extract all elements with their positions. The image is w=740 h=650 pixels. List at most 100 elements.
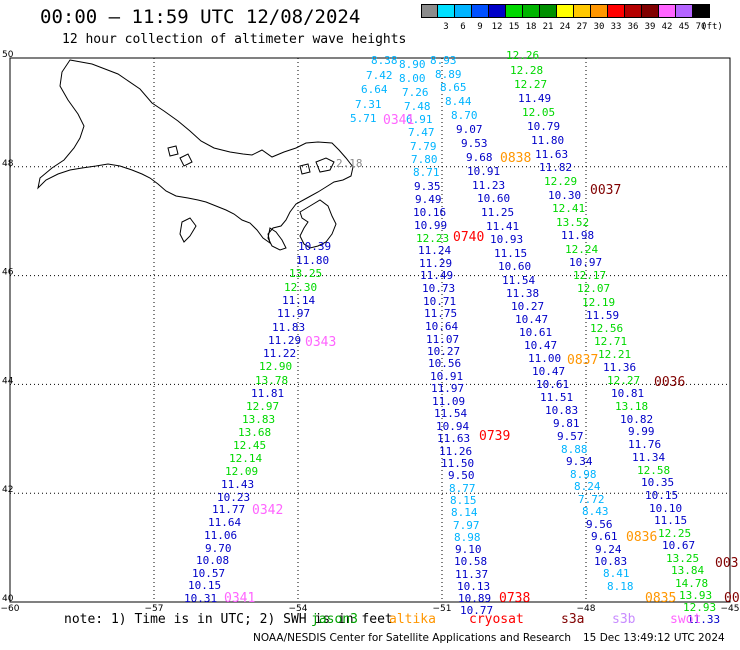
wave-height-value: 11.64: [208, 516, 241, 529]
colorbar-tick-label: 27: [576, 22, 588, 32]
wave-height-value: 5.71: [350, 112, 377, 125]
wave-height-value: 12.90: [259, 360, 292, 373]
wave-height-value: 12.30: [284, 281, 317, 294]
wave-height-value: 11.98: [561, 229, 594, 242]
pass-time-label: 0838: [500, 151, 531, 166]
wave-height-value: 9.10: [455, 543, 482, 556]
wave-height-value: 10.93: [490, 233, 523, 246]
wave-height-value: 10.27: [511, 300, 544, 313]
land-station-label: 2.18: [336, 157, 363, 170]
colorbar-swatch: [489, 4, 506, 18]
wave-height-value: 8.38: [371, 54, 398, 67]
colorbar-swatch: [574, 4, 591, 18]
colorbar: 3 6 9 12 15 18 21 24 27 30 33 36 39 42 45 70 (ft): [421, 4, 723, 32]
wave-height-value: 10.16: [413, 206, 446, 219]
wave-height-value: 11.33: [687, 613, 720, 626]
wave-height-value: 8.93: [430, 54, 457, 67]
wave-height-value: 10.67: [662, 539, 695, 552]
wave-height-value: 10.56: [428, 357, 461, 370]
wave-height-value: 11.81: [251, 387, 284, 400]
wave-height-value: 6.91: [406, 113, 433, 126]
colorbar-swatch: [421, 4, 438, 18]
wave-height-value: 11.24: [418, 244, 451, 257]
wave-height-value: 13.25: [289, 267, 322, 280]
wave-height-value: 9.34: [566, 455, 593, 468]
wave-height-value: 12.24: [565, 243, 598, 256]
wave-height-value: 8.15: [450, 494, 477, 507]
colorbar-tick-label: 21: [542, 22, 554, 32]
wave-height-value: 10.83: [545, 404, 578, 417]
colorbar-tick-label: 39: [644, 22, 656, 32]
wave-height-value: 13.83: [242, 413, 275, 426]
wave-height-value: 11.80: [296, 254, 329, 267]
wave-height-value: 10.61: [519, 326, 552, 339]
wave-height-value: 11.97: [431, 382, 464, 395]
wave-height-value: 13.18: [615, 400, 648, 413]
wave-height-value: 12.09: [225, 465, 258, 478]
wave-height-value: 10.83: [594, 555, 627, 568]
wave-height-value: 8.98: [570, 468, 597, 481]
burin-peninsula: [267, 227, 287, 251]
wave-height-value: 11.63: [437, 432, 470, 445]
colorbar-swatch: [455, 4, 472, 18]
wave-height-value: 12.97: [246, 400, 279, 413]
wave-height-value: 10.47: [524, 339, 557, 352]
colorbar-tick-label: 9: [477, 22, 483, 32]
colorbar-tick-label: 15: [508, 22, 520, 32]
colorbar-swatch: [693, 4, 710, 18]
wave-height-value: 10.47: [515, 313, 548, 326]
wave-height-value: 9.35: [414, 180, 441, 193]
pass-time-label: 0342: [252, 503, 283, 518]
colorbar-swatch: [676, 4, 693, 18]
legend-s3a: s3a: [561, 612, 585, 627]
wave-height-value: 11.51: [540, 391, 573, 404]
lon-tick-label: −51: [433, 604, 452, 614]
colorbar-tick-label: 36: [627, 22, 639, 32]
wave-height-value: 7.31: [355, 98, 382, 111]
colorbar-swatch: [591, 4, 608, 18]
wave-height-value: 8.43: [582, 505, 609, 518]
wave-height-value: 10.97: [569, 256, 602, 269]
wave-height-value: 10.27: [427, 345, 460, 358]
wave-height-value: 10.99: [414, 219, 447, 232]
wave-height-value: 11.77: [212, 503, 245, 516]
southwest-inlets: [179, 217, 197, 243]
colorbar-tick-label: 42: [661, 22, 673, 32]
wave-height-value: 12.41: [552, 202, 585, 215]
wave-height-value: 10.64: [425, 320, 458, 333]
lat-tick-label: 42: [2, 485, 13, 495]
altimeter-tracks: 8.38 7.426.64 7.315.71 8.908.007.267.486.91…: [184, 49, 720, 626]
legend-swot: swot: [670, 612, 702, 627]
wave-height-value: 7.97: [453, 519, 480, 532]
newfoundland-main-outline: [37, 59, 354, 245]
wave-height-value: 10.58: [454, 555, 487, 568]
wave-height-value: 12.93: [683, 601, 716, 614]
chart-subtitle: 12 hour collection of altimeter wave hei…: [62, 32, 407, 47]
wave-height-value: 13.93: [679, 589, 712, 602]
wave-height-value: 9.68: [466, 151, 493, 164]
wave-height-value: 11.49: [420, 269, 453, 282]
wave-height-value: 10.30: [548, 189, 581, 202]
colorbar-swatch: [472, 4, 489, 18]
wave-height-value: 6.64: [361, 83, 388, 96]
wave-height-value: 9.56: [586, 518, 613, 531]
satellite-track: 10.3911.8013.2512.3011.1411.9711.8311.29…: [184, 240, 331, 605]
colorbar-tick-label: 33: [610, 22, 622, 32]
wave-height-value: 9.61: [591, 530, 618, 543]
satellite-track: 8.908.007.267.486.917.477.797.808.719.35…: [399, 58, 493, 617]
wave-height-value: 8.89: [435, 68, 462, 81]
pass-time-label: 0835: [645, 591, 676, 606]
wave-height-value: 8.44: [445, 95, 472, 108]
wave-height-value: 12.45: [233, 439, 266, 452]
wave-height-value: 10.61: [536, 378, 569, 391]
wave-height-value: 12.05: [522, 106, 555, 119]
wave-height-value: 11.36: [603, 361, 636, 374]
wave-height-value: 9.07: [456, 123, 483, 136]
wave-height-value: 11.09: [432, 395, 465, 408]
wave-height-value: 11.59: [586, 309, 619, 322]
wave-height-value: 10.79: [527, 120, 560, 133]
wave-height-value: 10.60: [498, 260, 531, 273]
pass-time-label: 0739: [479, 429, 510, 444]
wave-height-value: 14.78: [675, 577, 708, 590]
